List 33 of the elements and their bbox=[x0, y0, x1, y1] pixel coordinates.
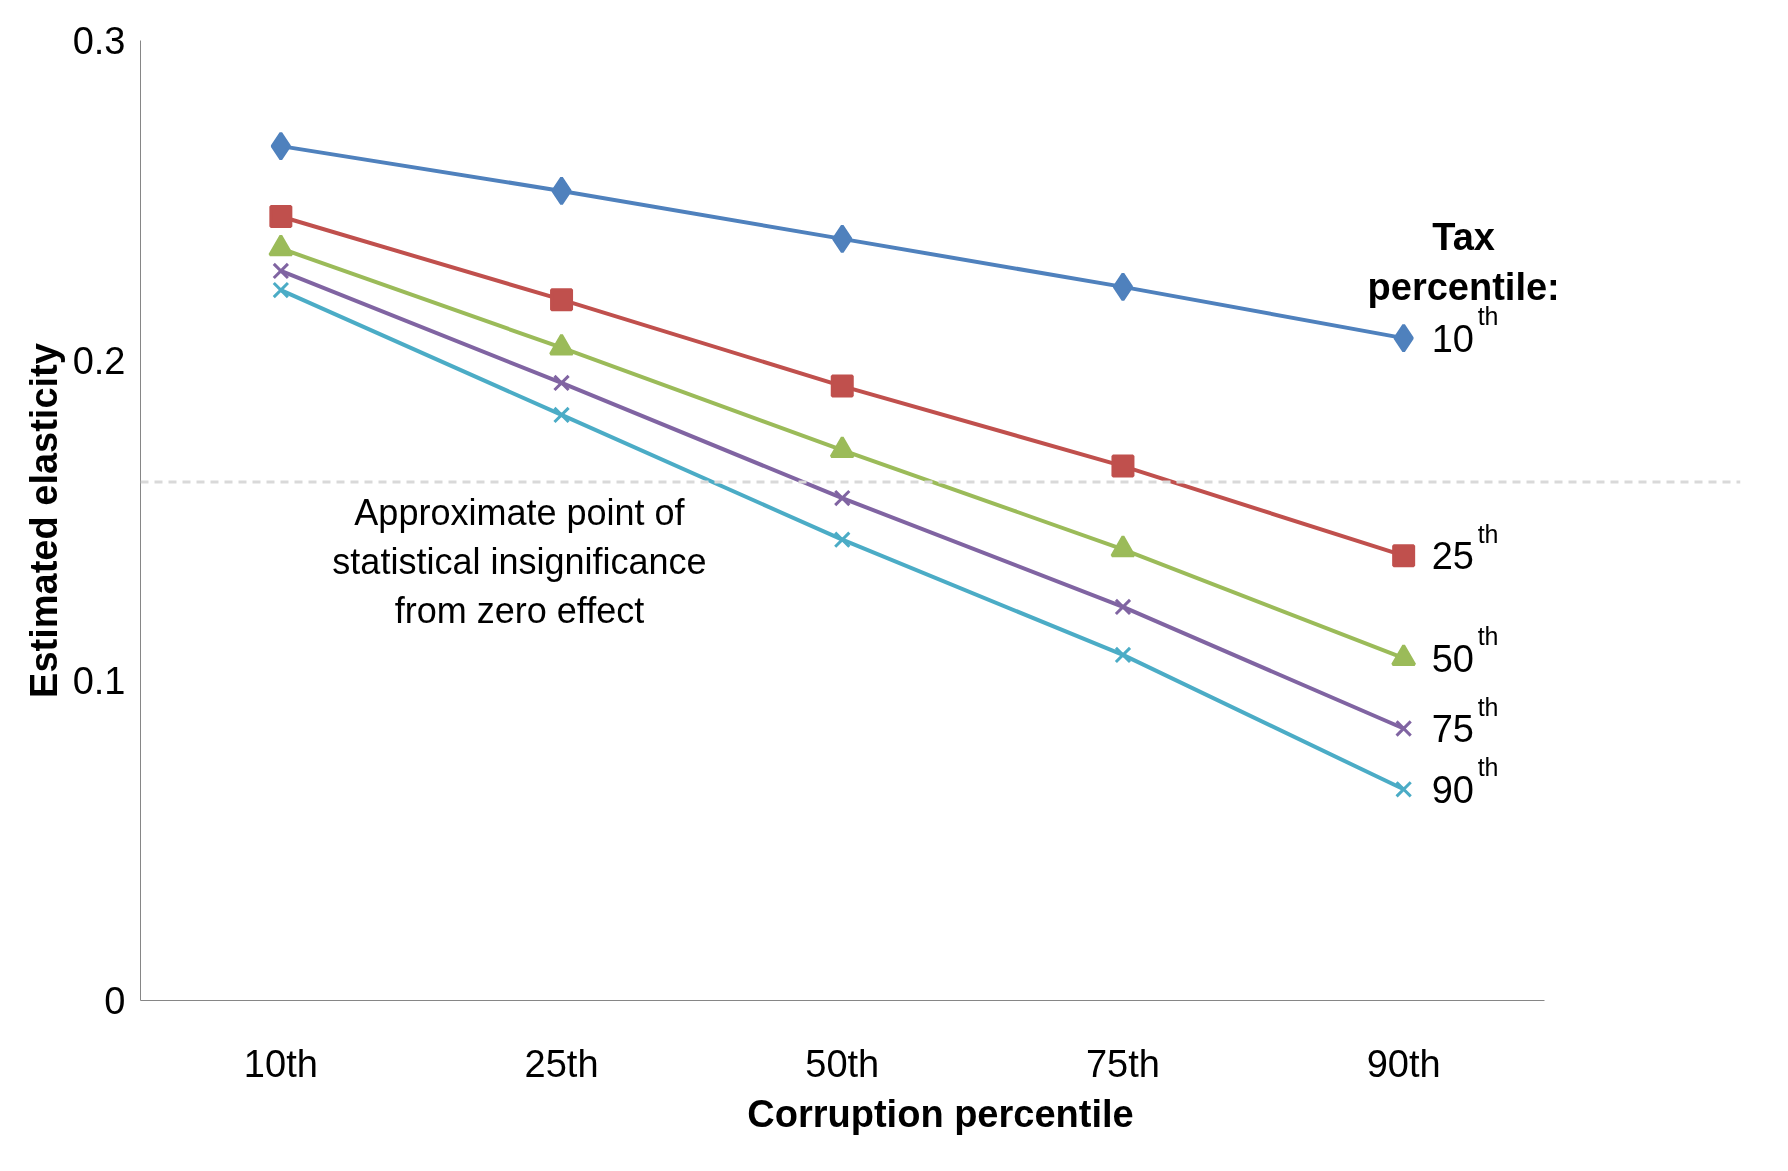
point bbox=[833, 531, 851, 549]
point bbox=[1393, 323, 1414, 353]
y-tick-label: 0.1 bbox=[72, 660, 126, 702]
point bbox=[1111, 454, 1135, 478]
x-tick-label: 10th bbox=[243, 1042, 318, 1085]
point bbox=[1395, 719, 1413, 738]
point bbox=[270, 131, 292, 161]
y-tick-label: 0.3 bbox=[72, 20, 126, 62]
x-tick-label: 50th bbox=[805, 1042, 880, 1085]
point bbox=[832, 224, 853, 254]
ref-line-label: Approximate point of statistical insignificance from zero effect bbox=[332, 492, 707, 632]
point bbox=[551, 176, 572, 206]
x-tick-label: 25th bbox=[524, 1042, 599, 1085]
point bbox=[1112, 272, 1134, 302]
point bbox=[1114, 598, 1132, 616]
point bbox=[1392, 544, 1416, 568]
point bbox=[550, 288, 574, 312]
point bbox=[272, 281, 290, 299]
point bbox=[1114, 646, 1132, 664]
y-axis-title: Estimated elasticity bbox=[22, 343, 65, 698]
y-tick-label: 0 bbox=[104, 980, 126, 1022]
point bbox=[269, 205, 293, 228]
x-tick-label: 75th bbox=[1085, 1042, 1160, 1085]
point bbox=[272, 262, 290, 280]
point bbox=[552, 406, 571, 424]
x-axis-title: Corruption percentile bbox=[747, 1092, 1134, 1135]
point bbox=[830, 374, 854, 398]
point bbox=[833, 489, 851, 507]
x-tick-label: 90th bbox=[1366, 1042, 1441, 1085]
point bbox=[552, 374, 571, 392]
legend-title: Tax percentile: bbox=[1367, 215, 1560, 309]
y-tick-label: 0.2 bbox=[72, 340, 126, 382]
point bbox=[1395, 780, 1413, 798]
